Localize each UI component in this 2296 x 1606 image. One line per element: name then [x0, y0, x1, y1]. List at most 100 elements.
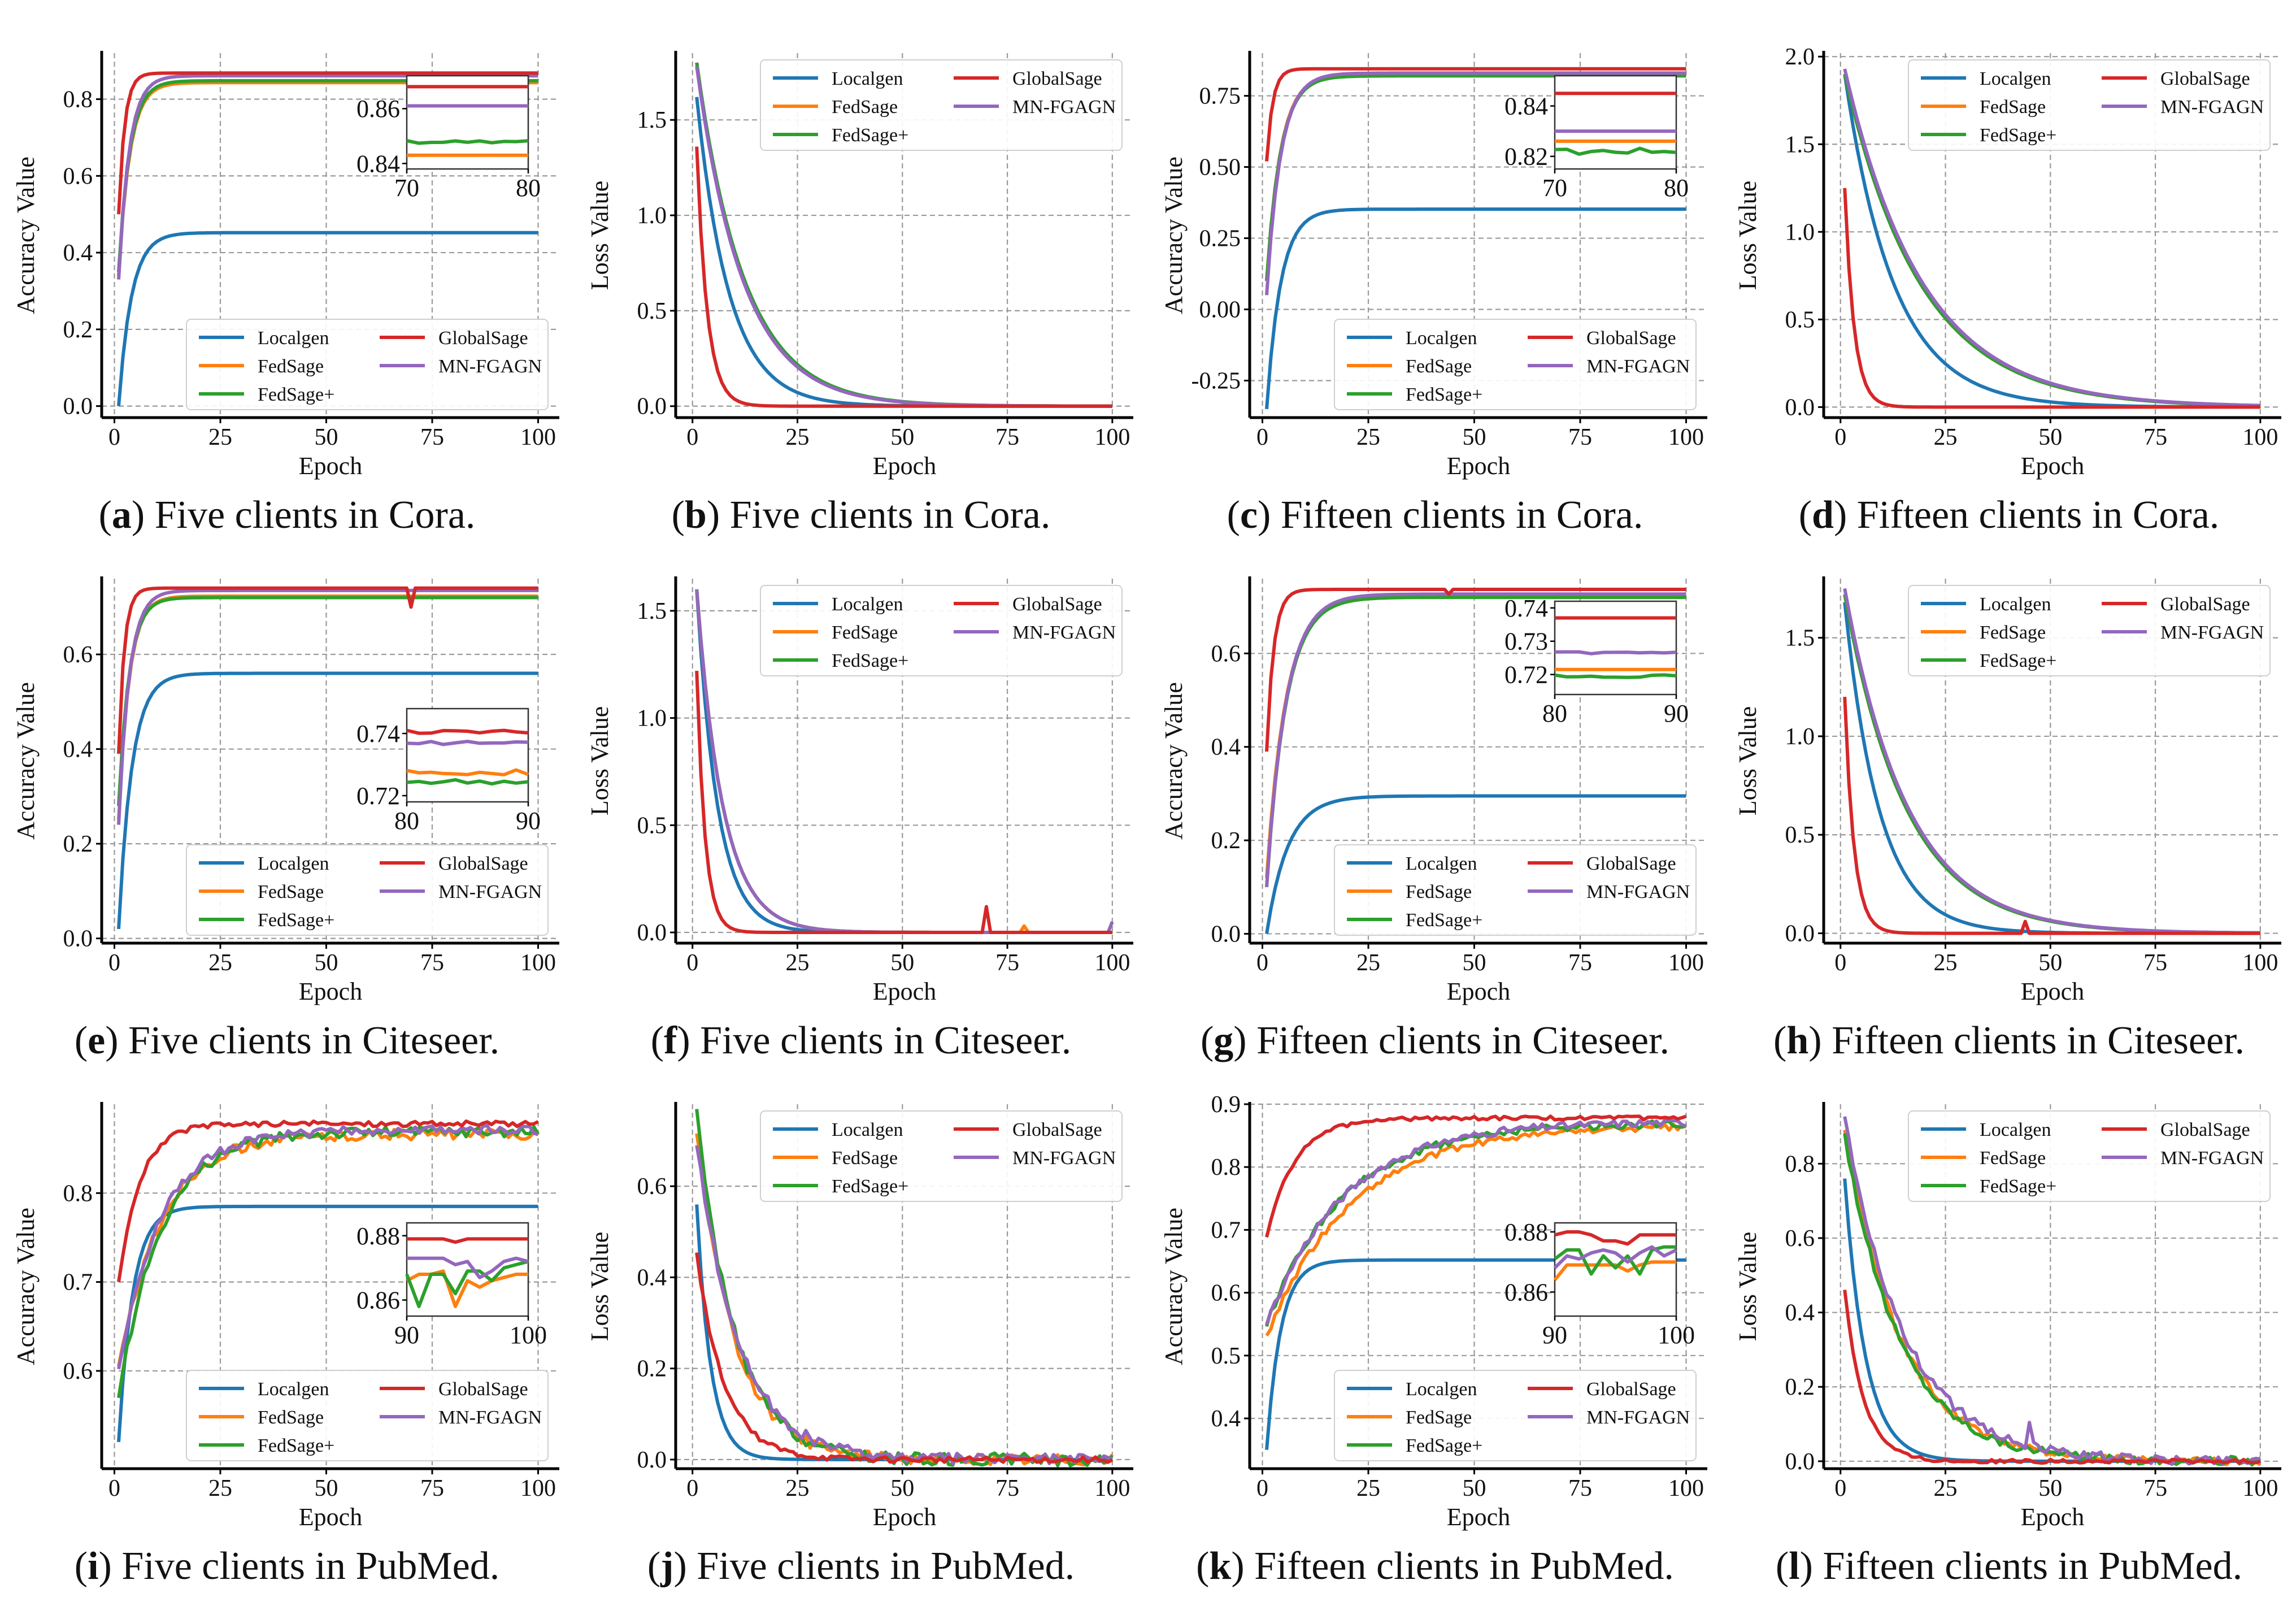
- x-tick-label: 50: [1463, 1475, 1486, 1501]
- y-tick-label: 0.5: [1785, 822, 1815, 848]
- x-tick-label: 25: [786, 424, 810, 450]
- series-line-globalsage: [1843, 697, 2260, 935]
- x-tick-label: 75: [1568, 424, 1592, 450]
- inset-line-fedsage-: [1554, 146, 1677, 156]
- legend-label: FedSage+: [832, 650, 908, 671]
- chart-svg-f: 0 25 50 75 100 0.0 0.5 1.0 1.5 Epoch Loss Value Loc…: [586, 576, 1133, 1005]
- inset-zoom: 70 80 0.84 0.86: [356, 75, 541, 202]
- legend-label: Localgen: [1406, 853, 1477, 874]
- x-axis-label: Epoch: [2021, 1503, 2084, 1531]
- series-line-globalsage: [1265, 588, 1686, 752]
- y-tick-label: 0.50: [1199, 155, 1241, 181]
- y-tick-label: 1.5: [637, 107, 667, 133]
- legend-label: FedSage: [1406, 356, 1472, 377]
- legend: Localgen FedSage FedSage+ GlobalSage MN-FGAG…: [186, 844, 549, 936]
- chart-panel-j: 0 25 50 75 100 0.0 0.2 0.4 0.6 Epoch Loss Value Loc…: [574, 1064, 1148, 1599]
- panel-caption: (f) Five clients in Citeseer.: [650, 1019, 1072, 1062]
- legend-label: GlobalSage: [2160, 594, 2250, 615]
- y-tick-label: 0.7: [1211, 1217, 1241, 1243]
- chart-panel-h: 0 25 50 75 100 0.0 0.5 1.0 1.5 Epoch Loss Value Loc…: [1722, 538, 2296, 1073]
- x-axis-label: Epoch: [299, 978, 362, 1005]
- y-tick-label: 0.0: [63, 926, 93, 952]
- panel-letter: i: [88, 1544, 99, 1588]
- inset-line-mn-fgagn: [407, 1256, 529, 1279]
- panel-letter: h: [1786, 1019, 1809, 1062]
- x-tick-label: 75: [2143, 950, 2167, 976]
- x-tick-label: 0: [686, 950, 698, 976]
- legend-label: Localgen: [258, 853, 329, 874]
- chart-svg-a: 0 25 50 75 100 0.0 0.2 0.4 0.6 0.8 Epoch Accuracy V…: [12, 51, 559, 480]
- series-line-globalsage: [1265, 1114, 1687, 1238]
- legend-label: FedSage+: [1980, 650, 2056, 671]
- x-tick-label: 50: [890, 424, 914, 450]
- x-tick-label: 25: [1356, 424, 1380, 450]
- x-tick-label: 100: [2242, 1475, 2278, 1501]
- y-tick-label: 0.4: [1785, 1300, 1815, 1326]
- x-axis-label: Epoch: [1447, 452, 1510, 480]
- legend-label: MN-FGAGN: [1012, 1148, 1116, 1169]
- inset-zoom: 80 90 0.72 0.74: [356, 707, 541, 835]
- y-axis-label: Loss Value: [1734, 1232, 1762, 1342]
- legend-label: FedSage+: [1406, 1435, 1482, 1456]
- series-line-mn-fgagn: [1843, 68, 2260, 407]
- y-tick-label: 0.6: [637, 1174, 667, 1200]
- chart-svg-e: 0 25 50 75 100 0.0 0.2 0.4 0.6 Epoch Accuracy Valu…: [12, 576, 559, 1005]
- x-tick-label: 0: [1834, 424, 1846, 450]
- legend-label: Localgen: [832, 1119, 903, 1140]
- panel-caption: (b) Five clients in Cora.: [671, 493, 1051, 537]
- x-tick-label: 25: [1356, 950, 1380, 976]
- series-line-fedsage-: [1265, 1119, 1687, 1327]
- legend-label: GlobalSage: [1586, 328, 1676, 349]
- series-group: [117, 586, 538, 930]
- y-tick-label: 1.0: [637, 706, 667, 732]
- chart-panel-d: 0 25 50 75 100 0.0 0.5 1.0 1.5 2.0 Epoch Loss Value…: [1722, 12, 2296, 548]
- x-tick-label: 25: [1934, 424, 1958, 450]
- x-tick-label: 100: [520, 424, 556, 450]
- y-tick-label: 0.8: [63, 1180, 93, 1206]
- inset-line-fedsage: [406, 1269, 528, 1308]
- y-tick-label: 0.0: [637, 920, 667, 946]
- inset-y-tick-label: 0.84: [356, 150, 400, 177]
- y-axis-label: Accuracy Value: [12, 1208, 40, 1365]
- x-tick-label: 50: [2038, 950, 2062, 976]
- x-tick-label: 75: [2143, 1475, 2167, 1501]
- x-tick-label: 0: [686, 1475, 698, 1501]
- panel-letter: g: [1214, 1019, 1234, 1062]
- legend-label: MN-FGAGN: [1586, 1407, 1690, 1428]
- x-tick-label: 50: [1463, 424, 1486, 450]
- inset-x-tick-label: 70: [1542, 174, 1567, 202]
- y-axis-label: Loss Value: [1734, 706, 1762, 816]
- legend-box: [1908, 1110, 2271, 1202]
- x-tick-label: 75: [995, 1475, 1019, 1501]
- legend-label: Localgen: [1980, 594, 2051, 615]
- series-line-mn-fgagn: [1265, 592, 1686, 888]
- panel-caption-text: Five clients in Citeseer.: [118, 1019, 500, 1062]
- inset-y-tick-label: 0.74: [356, 720, 400, 748]
- x-axis-label: Epoch: [299, 452, 362, 480]
- inset-line-mn-fgagn: [406, 740, 529, 746]
- chart-panel-f: 0 25 50 75 100 0.0 0.5 1.0 1.5 Epoch Loss Value Loc…: [574, 538, 1148, 1073]
- legend-label: FedSage: [1980, 1148, 2046, 1169]
- x-tick-label: 75: [420, 1475, 444, 1501]
- legend-label: Localgen: [1406, 1379, 1477, 1400]
- chart-svg-d: 0 25 50 75 100 0.0 0.5 1.0 1.5 2.0 Epoch Loss Value…: [1734, 44, 2281, 480]
- series-group: [1843, 68, 2260, 409]
- legend-label: FedSage+: [258, 384, 334, 405]
- legend-label: GlobalSage: [1012, 594, 1102, 615]
- x-tick-label: 75: [1568, 1475, 1592, 1501]
- series-line-globalsage: [117, 1119, 539, 1283]
- y-tick-label: 0.5: [637, 298, 667, 324]
- legend-box: [186, 319, 549, 410]
- x-tick-label: 25: [208, 1475, 232, 1501]
- chart-svg-j: 0 25 50 75 100 0.0 0.2 0.4 0.6 Epoch Loss Value Loc…: [586, 1102, 1133, 1531]
- x-axis-label: Epoch: [299, 1503, 362, 1531]
- chart-svg-b: 0 25 50 75 100 0.0 0.5 1.0 1.5 Epoch Loss Value Loc…: [586, 51, 1133, 480]
- inset-zoom: 80 90 0.72 0.73 0.74: [1504, 594, 1689, 727]
- x-tick-label: 50: [315, 1475, 338, 1501]
- inset-frame: [1554, 75, 1677, 170]
- x-tick-label: 100: [2242, 950, 2278, 976]
- panel-caption: (i) Five clients in PubMed.: [74, 1544, 500, 1588]
- chart-panel-b: 0 25 50 75 100 0.0 0.5 1.0 1.5 Epoch Loss Value Loc…: [574, 12, 1148, 548]
- panel-caption-text: Five clients in PubMed.: [686, 1544, 1075, 1588]
